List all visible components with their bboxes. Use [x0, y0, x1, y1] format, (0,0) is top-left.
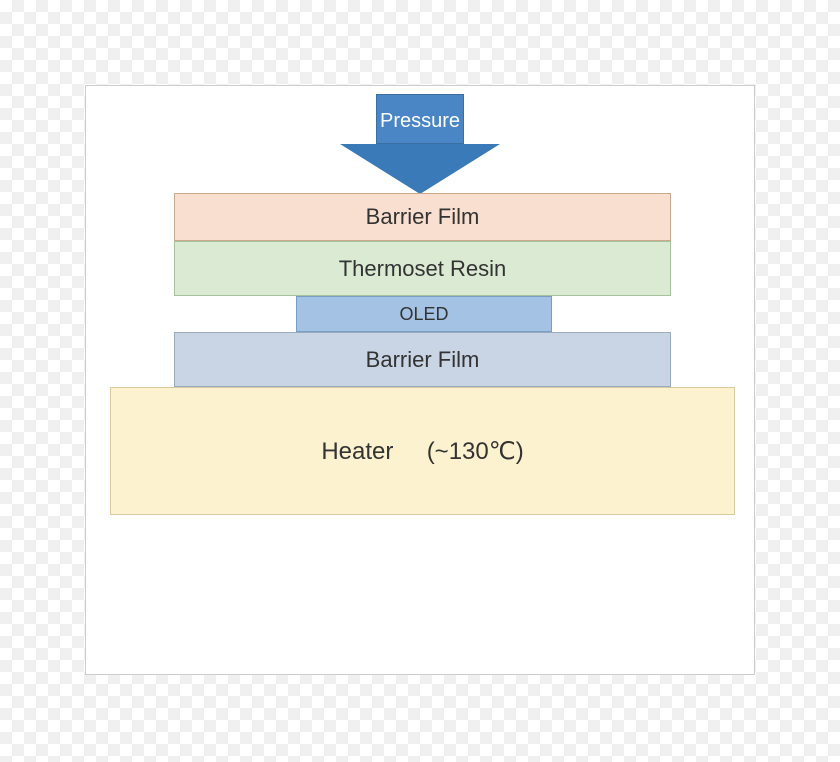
layer-barrier-film-bottom: Barrier Film: [174, 332, 671, 387]
layer-thermoset-resin: Thermoset Resin: [174, 241, 671, 296]
diagram-canvas: Pressure Barrier Film Thermoset Resin OL…: [85, 85, 755, 675]
layer-label: Heater (~130℃): [321, 437, 523, 466]
arrow-head-icon: [340, 144, 500, 197]
layer-label: OLED: [399, 304, 448, 325]
layer-heater: Heater (~130℃): [110, 387, 735, 515]
layer-barrier-film-top: Barrier Film: [174, 193, 671, 241]
layer-label: Barrier Film: [366, 347, 480, 373]
pressure-label: Pressure: [380, 110, 460, 133]
layer-label: Thermoset Resin: [339, 256, 507, 282]
layer-oled: OLED: [296, 296, 552, 332]
layer-label: Barrier Film: [366, 204, 480, 230]
